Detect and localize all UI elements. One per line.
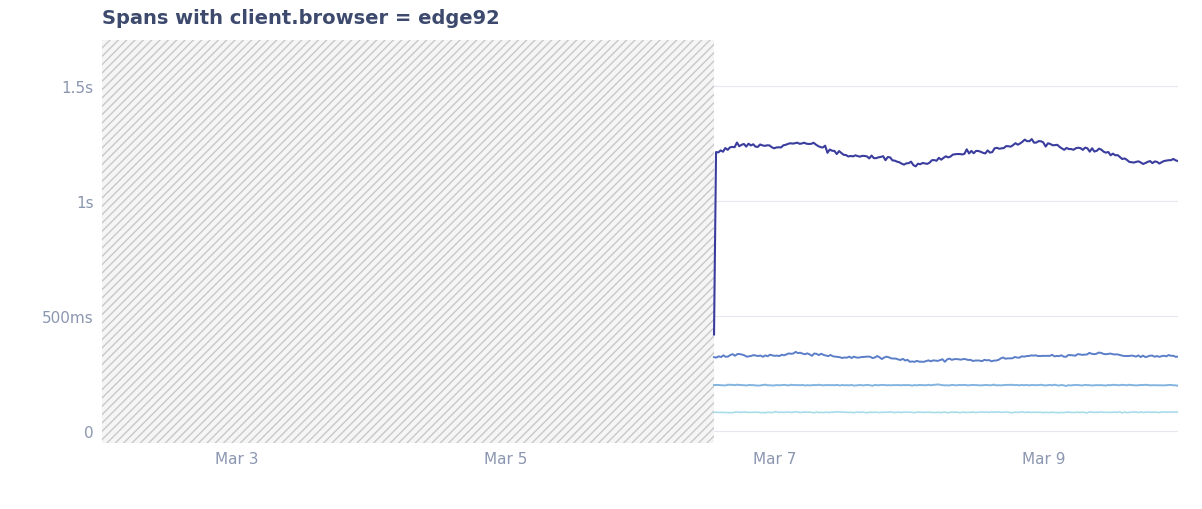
Bar xyxy=(102,41,714,443)
Text: Spans with client.browser = edge92: Spans with client.browser = edge92 xyxy=(102,9,500,28)
